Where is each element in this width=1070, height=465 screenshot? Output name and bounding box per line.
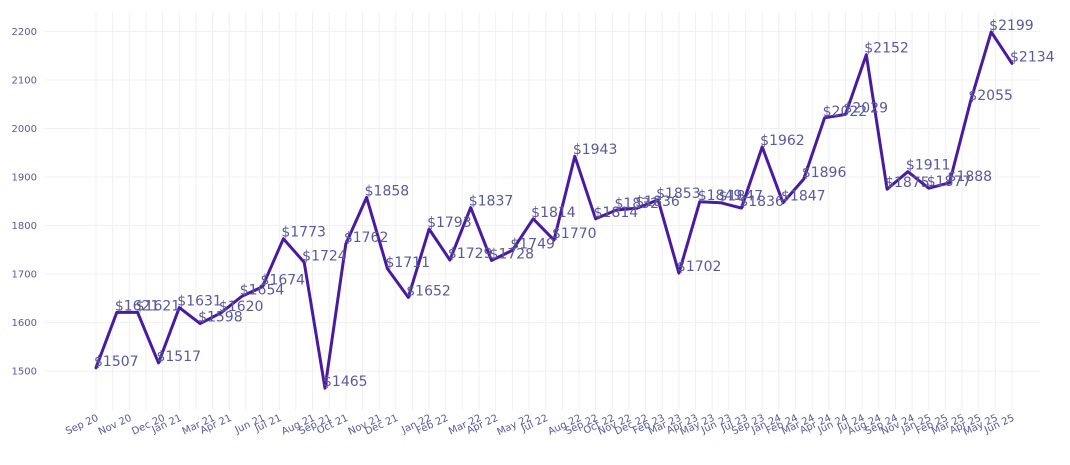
data-label: $1465 <box>323 374 368 390</box>
data-label: $1620 <box>219 299 264 315</box>
data-label: $1875 <box>885 175 930 191</box>
data-label: $1770 <box>552 226 597 242</box>
data-label: $1507 <box>94 354 139 370</box>
y-tick-label: 2000 <box>12 124 37 135</box>
data-label: $1749 <box>510 236 555 252</box>
data-label: $2134 <box>1010 49 1055 65</box>
data-label: $1858 <box>365 183 410 199</box>
data-label: $1793 <box>427 215 472 231</box>
data-label: $1654 <box>240 282 285 298</box>
data-label: $1832 <box>614 196 659 212</box>
y-tick-label: 1900 <box>12 173 37 184</box>
data-label: $1598 <box>198 310 243 326</box>
data-label: $1943 <box>573 142 618 158</box>
data-label: $2022 <box>823 104 868 120</box>
data-label: $1711 <box>385 255 430 271</box>
data-label: $1896 <box>802 165 847 181</box>
y-tick-label: 1700 <box>12 270 37 281</box>
data-label: $1847 <box>781 189 826 205</box>
data-label: $1814 <box>594 205 639 221</box>
data-label: $1837 <box>469 194 514 210</box>
data-label: $1836 <box>635 194 680 210</box>
y-tick-label: 1800 <box>12 221 37 232</box>
data-label: $2152 <box>864 41 909 57</box>
y-tick-label: 1500 <box>12 367 37 378</box>
y-tick-label: 2200 <box>12 27 37 38</box>
data-label: $1888 <box>948 169 993 185</box>
series-line <box>94 30 1014 390</box>
y-tick-label: 1600 <box>12 318 37 329</box>
data-label: $1847 <box>719 189 764 205</box>
data-label: $1724 <box>302 248 347 264</box>
data-label: $1621 <box>115 298 160 314</box>
x-tick-label: Nov 20 <box>97 413 134 438</box>
data-label: $2029 <box>843 100 888 116</box>
data-label: $1517 <box>156 349 201 365</box>
data-label: $1631 <box>177 294 222 310</box>
data-label: $1762 <box>344 230 389 246</box>
data-label: $1962 <box>760 133 805 149</box>
data-label: $1814 <box>531 205 576 221</box>
data-label: $2199 <box>989 18 1034 34</box>
data-label: $1773 <box>281 225 326 241</box>
data-label: $1728 <box>490 247 535 263</box>
data-label: $1674 <box>261 273 306 289</box>
data-label: $1729 <box>448 246 493 262</box>
x-tick-label: Sep 20 <box>64 413 100 438</box>
data-label: $1853 <box>656 186 701 202</box>
data-label: $1836 <box>739 194 784 210</box>
data-label: $1849 <box>698 188 743 204</box>
data-label: $2055 <box>968 88 1013 104</box>
data-label: $1911 <box>906 158 951 174</box>
y-tick-label: 2100 <box>12 75 37 86</box>
data-label: $1652 <box>406 283 451 299</box>
data-label: $1702 <box>677 259 722 275</box>
data-label: $1877 <box>927 174 972 190</box>
data-label: $1621 <box>136 298 181 314</box>
